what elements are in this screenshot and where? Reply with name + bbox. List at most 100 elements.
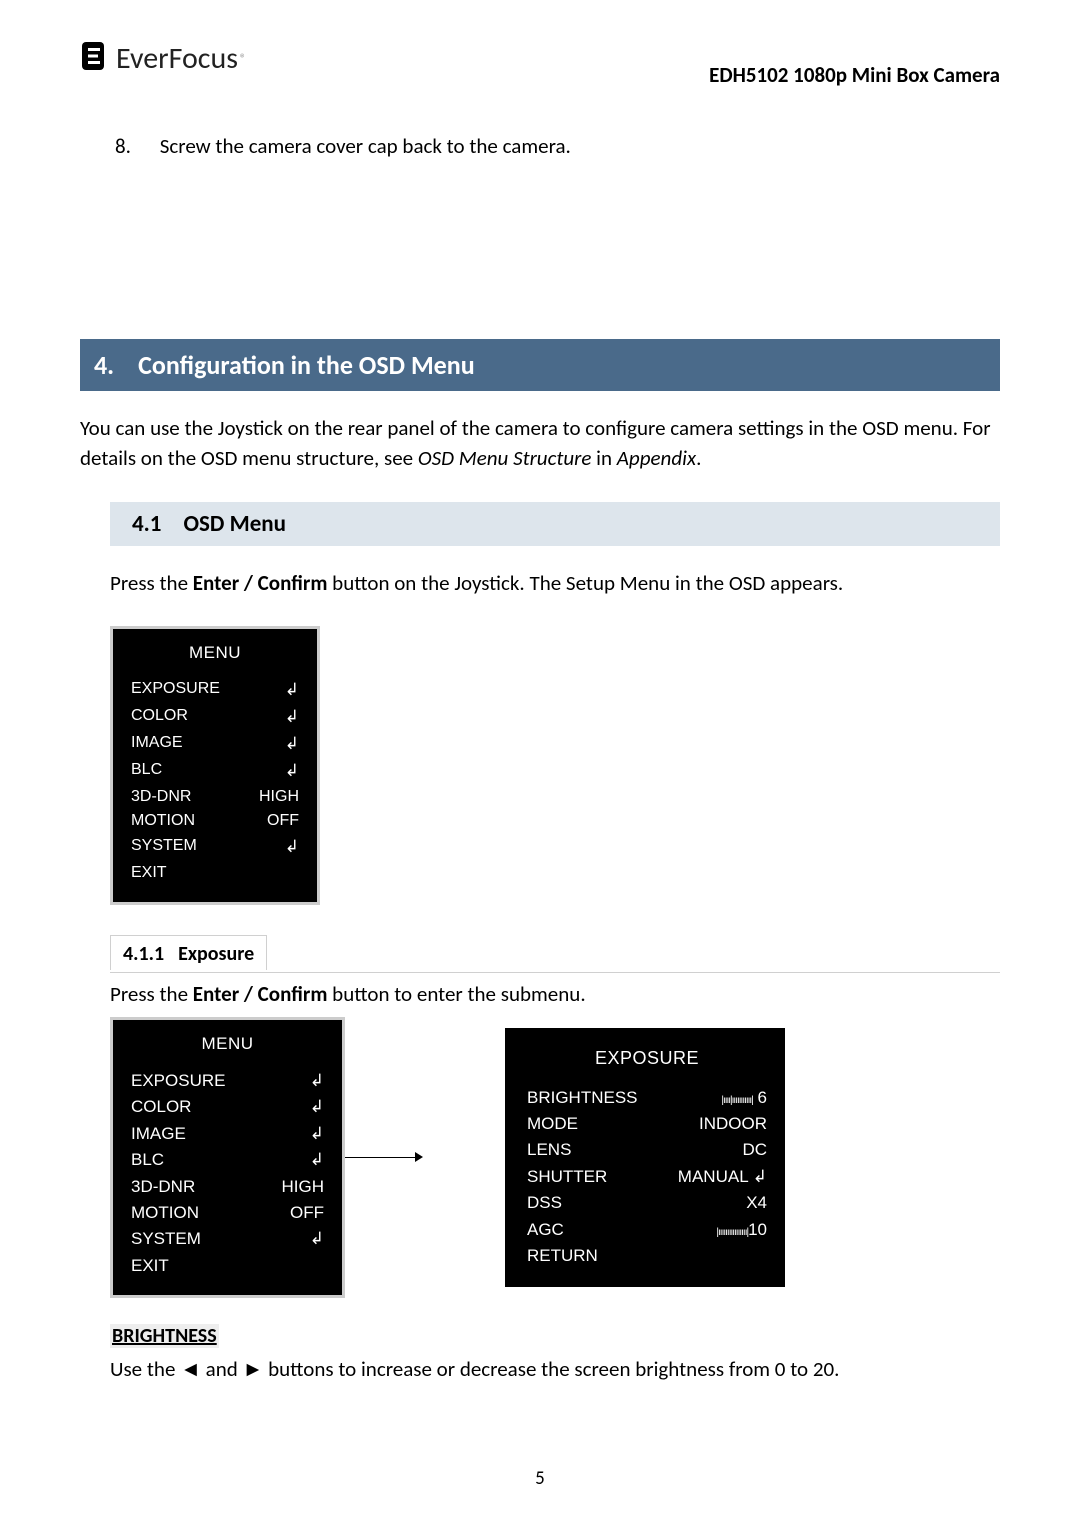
osd-row-value: ↲ [310,1094,324,1120]
enter-icon: ↲ [753,1164,767,1190]
enter-icon: ↲ [285,731,299,757]
osd-row-value: OFF [290,1200,324,1226]
subsection-heading: 4.1 OSD Menu [110,502,1000,546]
enter-icon: ↲ [285,704,299,730]
osd-row-label: MODE [527,1111,699,1137]
osd-row-label: EXIT [131,1253,324,1279]
osd-row-value: DC [742,1137,767,1163]
subsection-instruction: Press the Enter / Confirm button on the … [110,568,1000,598]
osd-row: 3D-DNRHIGH [131,785,299,810]
osd-row-label: IMAGE [131,731,285,758]
osd-row-value: ↲ [285,731,299,758]
osd-flow-row: MENU EXPOSURE↲COLOR↲IMAGE↲BLC↲3D-DNRHIGH… [110,1017,1000,1298]
enter-icon: ↲ [310,1226,324,1252]
enter-icon: ↲ [310,1094,324,1120]
osd-row-value: HIGH [259,785,299,810]
osd-title: MENU [131,643,299,663]
section-title: Configuration in the OSD Menu [138,349,475,381]
osd-row-label: 3D-DNR [131,1174,282,1200]
subsub-title: Exposure [178,942,254,966]
section-intro: You can use the Joystick on the rear pan… [80,413,1000,474]
osd-row-value: OFF [267,809,299,834]
osd-row-label: AGC [527,1217,716,1243]
osd-row-label: IMAGE [131,1121,310,1147]
osd-row-value: ↲ [310,1121,324,1147]
osd-row-value: ↲ [310,1068,324,1094]
document-title: EDH5102 1080p Mini Box Camera [709,62,1000,88]
osd-row-label: COLOR [131,704,285,731]
osd-row: SHUTTERMANUAL ↲ [527,1164,767,1190]
osd-row: COLOR↲ [131,704,299,731]
osd-row: RETURN [527,1243,767,1269]
section-heading: 4. Configuration in the OSD Menu [80,339,1000,391]
brightness-term: BRIGHTNESS [110,1324,219,1348]
osd-row-label: BLC [131,1147,310,1173]
osd-row-value: ↲ [285,834,299,861]
osd-row: SYSTEM↲ [131,834,299,861]
osd-row-value: ↲ [310,1226,324,1252]
section-number: 4. [94,349,114,381]
osd-row-value: X4 [746,1190,767,1216]
brightness-block: BRIGHTNESS Use the ◄ and ► buttons to in… [110,1324,1000,1384]
osd-row: EXPOSURE↲ [131,677,299,704]
osd-row-label: EXIT [131,861,299,886]
osd-row-label: EXPOSURE [131,677,285,704]
subsubsection-heading-row: 4.1.1 Exposure [110,935,1000,973]
step-text: Screw the camera cover cap back to the c… [160,133,571,159]
arrow-icon [345,1157,425,1158]
osd-row: IMAGE↲ [131,1121,324,1147]
osd-row: LENSDC [527,1137,767,1163]
osd-row: BLC↲ [131,1147,324,1173]
osd-row: MOTIONOFF [131,809,299,834]
osd-row-label: COLOR [131,1094,310,1120]
osd-row-value: ↲ [285,704,299,731]
osd-row: IMAGE↲ [131,731,299,758]
osd-row: BRIGHTNESS|ıııı|ııııııııııı| 6 [527,1085,767,1111]
subsub-instruction: Press the Enter / Confirm button to ente… [110,979,1000,1009]
osd-row-value: ↲ [285,677,299,704]
osd-row: EXIT [131,861,299,886]
osd-row: AGC|ıııııııııııııııı|10 [527,1217,767,1243]
enter-icon: ↲ [285,758,299,784]
osd-row-value: |ıııııııııııııııı|10 [716,1217,767,1243]
logo-text: EverFocus [116,40,238,77]
osd-exposure-screenshot: EXPOSURE BRIGHTNESS|ıııı|ııııııııııı| 6M… [505,1028,785,1287]
osd-row-label: LENS [527,1137,742,1163]
enter-icon: ↲ [310,1121,324,1147]
subsection-title: OSD Menu [183,510,286,538]
osd-row-label: EXPOSURE [131,1068,310,1094]
osd-row-label: BRIGHTNESS [527,1085,721,1111]
osd-row-value: HIGH [282,1174,325,1200]
osd-row: MODEINDOOR [527,1111,767,1137]
osd-row-value: INDOOR [699,1111,767,1137]
osd-title: MENU [131,1034,324,1054]
enter-icon: ↲ [285,834,299,860]
page-header: EverFocus ® EDH5102 1080p Mini Box Camer… [80,40,1000,88]
osd-row-label: 3D-DNR [131,785,259,810]
osd-row: BLC↲ [131,758,299,785]
osd-row-label: SYSTEM [131,1226,310,1252]
subsubsection-heading: 4.1.1 Exposure [110,935,267,970]
osd-row-label: RETURN [527,1243,767,1269]
instruction-step: 8. Screw the camera cover cap back to th… [115,133,1000,159]
slider-icon: |ıııııııııııııııı| [716,1227,748,1238]
osd-row-label: SHUTTER [527,1164,678,1190]
osd-row-value: ↲ [285,758,299,785]
osd-row: MOTIONOFF [131,1200,324,1226]
osd-row-value: |ıııı|ııııııııııı| 6 [721,1085,767,1111]
osd-row-label: BLC [131,758,285,785]
brightness-desc: Use the ◄ and ► buttons to increase or d… [110,1354,1000,1384]
subsub-number: 4.1.1 [123,942,164,966]
osd-row: EXIT [131,1253,324,1279]
enter-icon: ↲ [310,1147,324,1173]
osd-exposure-title: EXPOSURE [527,1048,767,1069]
subsection-number: 4.1 [132,510,161,538]
osd-row-label: MOTION [131,1200,290,1226]
osd-row-label: MOTION [131,809,267,834]
osd-row-value: ↲ [310,1147,324,1173]
osd-row-label: DSS [527,1190,746,1216]
osd-menu-screenshot: MENU EXPOSURE↲COLOR↲IMAGE↲BLC↲3D-DNRHIGH… [110,626,320,904]
osd-row: 3D-DNRHIGH [131,1174,324,1200]
osd-menu-screenshot-2: MENU EXPOSURE↲COLOR↲IMAGE↲BLC↲3D-DNRHIGH… [110,1017,345,1298]
step-number: 8. [115,133,155,159]
